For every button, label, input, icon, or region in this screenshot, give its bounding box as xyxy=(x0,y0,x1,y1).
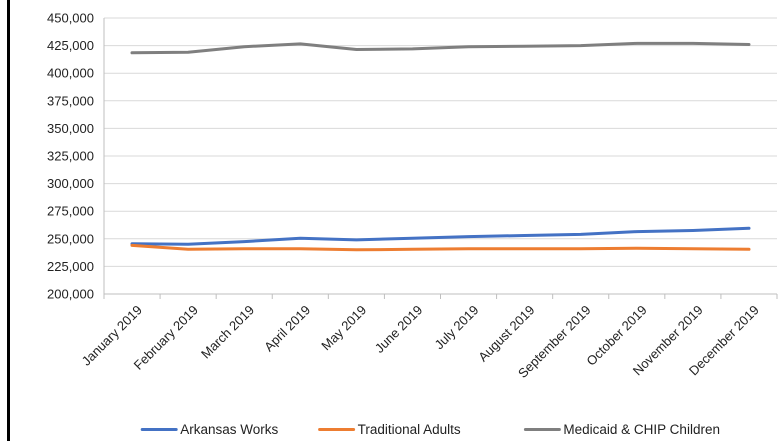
gridlines xyxy=(104,17,777,267)
x-tick-label: August 2019 xyxy=(475,302,537,364)
legend-label: Arkansas Works xyxy=(180,422,278,437)
x-tick-label: April 2019 xyxy=(261,302,313,354)
y-tick-label: 450,000 xyxy=(47,11,94,26)
y-tick-label: 425,000 xyxy=(47,38,94,53)
y-tick-label: 225,000 xyxy=(47,259,94,274)
legend: Arkansas Works Traditional Adults Medicaid… xyxy=(140,422,720,437)
axes xyxy=(103,18,778,299)
y-tick-label: 300,000 xyxy=(47,176,94,191)
x-tick-label: March 2019 xyxy=(198,302,257,361)
left-border xyxy=(7,0,10,441)
x-tick-label: July 2019 xyxy=(431,302,481,352)
y-axis-ticks: 200,000 225,000 250,000 275,000 300,000 325,0… xyxy=(47,11,94,302)
x-tick-label: June 2019 xyxy=(372,302,426,356)
legend-label: Traditional Adults xyxy=(358,422,461,437)
y-tick-label: 375,000 xyxy=(47,93,94,108)
y-tick-label: 275,000 xyxy=(47,204,94,219)
y-tick-label: 200,000 xyxy=(47,287,94,302)
series-line-2 xyxy=(130,243,751,252)
series-line-3 xyxy=(130,41,751,55)
series-line-1 xyxy=(130,226,751,246)
y-tick-label: 350,000 xyxy=(47,121,94,136)
y-tick-label: 250,000 xyxy=(47,231,94,246)
x-tick-label: May 2019 xyxy=(318,302,369,353)
y-tick-label: 400,000 xyxy=(47,66,94,81)
series-lines xyxy=(130,41,751,252)
y-tick-label: 325,000 xyxy=(47,149,94,164)
legend-label: Medicaid & CHIP Children xyxy=(563,422,720,437)
